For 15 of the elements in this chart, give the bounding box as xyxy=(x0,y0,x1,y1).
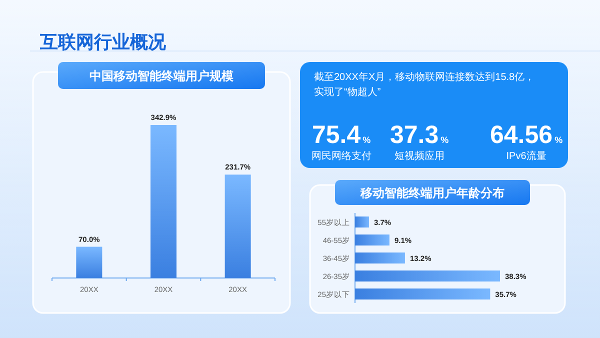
bar xyxy=(355,216,370,228)
bar xyxy=(355,288,490,300)
chart-title: 移动智能终端用户年龄分布 xyxy=(360,186,504,200)
data-label: 64.56% xyxy=(490,121,563,149)
bar xyxy=(355,234,390,246)
data-label: 75.4% xyxy=(312,121,371,149)
chart-title: 中国移动智能终端用户规模 xyxy=(90,69,234,83)
data-label: 37.3% xyxy=(390,121,449,149)
text: 截至20XX年X月，移动物联网连接数达到15.8亿，实现了“物超人” xyxy=(314,70,536,100)
bar xyxy=(355,270,500,282)
category-label: IPv6流量 xyxy=(506,150,546,162)
bar xyxy=(355,252,405,264)
category-label: 网民网络支付 xyxy=(311,150,372,162)
text: 互联网行业概况 xyxy=(39,32,167,52)
category-label: 短视频应用 xyxy=(394,150,444,162)
